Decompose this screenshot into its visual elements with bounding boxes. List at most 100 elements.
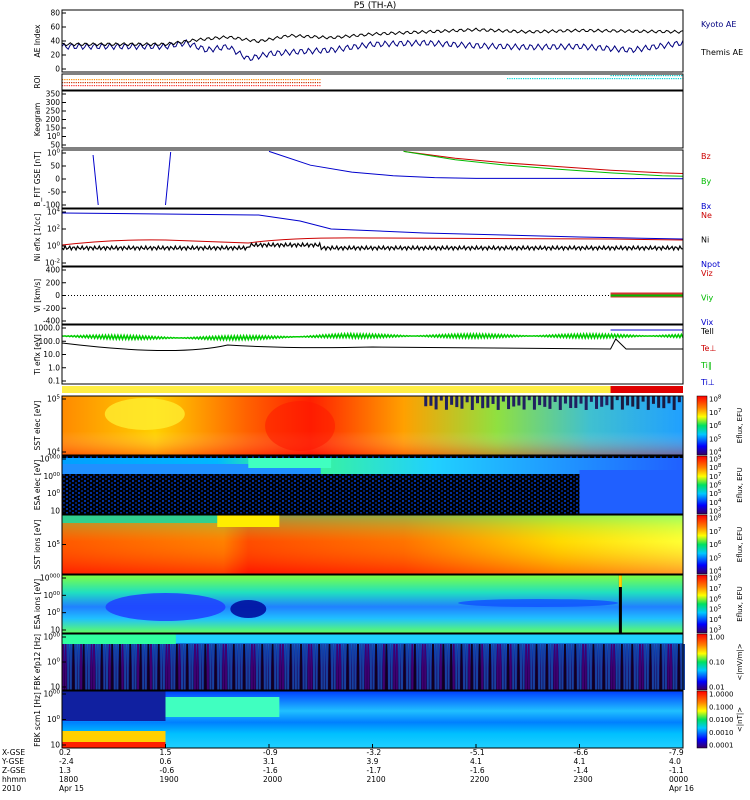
fbk-efp-column xyxy=(424,644,427,690)
esa-elec-hot xyxy=(248,458,332,468)
panel-ylabel: AE Index xyxy=(33,24,42,57)
sst-elec-dropout xyxy=(657,396,661,408)
roi-dot xyxy=(137,79,139,81)
fbk-efp-column xyxy=(310,644,313,690)
roi-dot xyxy=(235,85,237,87)
fbk-efp-column xyxy=(269,644,271,690)
fbk-efp-column xyxy=(659,644,662,690)
fbk-efp-column xyxy=(284,644,287,690)
roi-dot xyxy=(219,82,221,84)
roi-dot xyxy=(184,82,187,84)
y-tick-label: -400 xyxy=(43,317,60,326)
roi-dot xyxy=(105,85,107,87)
roi-dot xyxy=(305,82,307,84)
roi-dot xyxy=(312,82,314,84)
fbk-efp-column xyxy=(87,644,90,690)
roi-dot xyxy=(541,78,543,80)
roi-dot xyxy=(162,82,164,84)
roi-dot xyxy=(525,78,527,80)
roi-dot xyxy=(216,79,219,81)
roi-dot xyxy=(262,85,264,87)
fbk-efp-column xyxy=(131,644,134,690)
fbk-efp-column xyxy=(287,644,290,690)
roi-dot xyxy=(271,82,273,84)
fbk-efp-column xyxy=(680,644,683,690)
colorbar-tick: 109 xyxy=(709,455,722,464)
y-tick-label: 100 xyxy=(47,715,61,724)
colorbar-tick: 106 xyxy=(709,540,722,549)
roi-dot xyxy=(623,78,625,80)
fbk-efp-column xyxy=(576,644,579,690)
roi-dot xyxy=(62,82,64,84)
fbk-efp-column xyxy=(639,644,642,690)
roi-dot xyxy=(205,85,207,87)
roi-dot xyxy=(89,79,91,81)
roi-dot xyxy=(312,79,314,81)
sst-elec-dropout xyxy=(646,396,650,410)
fbk-efp-column xyxy=(90,644,93,690)
roi-dot xyxy=(116,82,118,84)
roi-dot xyxy=(207,82,209,84)
roi-dot xyxy=(301,79,303,81)
fbk-efp-column xyxy=(641,644,644,690)
panel-frame xyxy=(61,9,684,73)
roi-dot xyxy=(552,78,554,80)
time-tick-label: -1.1 xyxy=(669,766,684,775)
fbk-efp-column xyxy=(281,644,284,690)
roi-dot xyxy=(296,85,298,87)
roi-dot xyxy=(237,85,239,87)
roi-dot xyxy=(680,78,682,80)
fbk-efp-column xyxy=(548,644,551,690)
fbk-efp-column xyxy=(201,644,204,690)
roi-dot xyxy=(87,85,89,87)
colorbar-tick: 0.1000 xyxy=(709,703,734,711)
roi-dot xyxy=(577,78,579,80)
fbk-efp-column xyxy=(237,644,240,690)
panel-ylabel: Keogram xyxy=(33,103,42,137)
roi-dot xyxy=(575,78,577,80)
colorbar-tick: 108 xyxy=(709,514,722,523)
roi-dot xyxy=(116,85,118,87)
roi-dot xyxy=(239,85,241,87)
roi-dot xyxy=(77,79,80,81)
roi-dot xyxy=(196,82,198,84)
roi-dot xyxy=(71,82,73,84)
fbk-efp-column xyxy=(411,644,414,690)
panel-ylabel: SST elec [eV] xyxy=(33,400,42,450)
roi-dot xyxy=(146,79,148,81)
fbk-efp-column xyxy=(447,644,450,690)
roi-dot xyxy=(198,82,200,84)
roi-dot xyxy=(619,75,621,77)
fbk-efp-column xyxy=(186,644,189,690)
roi-dot xyxy=(157,85,159,87)
roi-dot xyxy=(203,85,205,87)
colorbar-tick: 105 xyxy=(709,489,722,498)
fbk-scm-mid xyxy=(165,697,280,717)
sst-elec-dropout xyxy=(465,396,469,403)
colorbar-label: <|nT|> xyxy=(736,707,744,732)
fbk-efp-column xyxy=(618,644,621,690)
roi-dot xyxy=(294,79,296,81)
roi-dot xyxy=(584,78,586,80)
roi-dot xyxy=(128,79,130,81)
roi-dot xyxy=(611,78,613,80)
roi-dot xyxy=(225,79,228,81)
colorbar xyxy=(696,633,708,691)
roi-dot xyxy=(141,82,143,84)
roi-dot xyxy=(182,79,184,81)
sst-elec-dropout xyxy=(481,396,485,409)
y-tick-label: 100 xyxy=(47,608,61,617)
fbk-efp-column xyxy=(597,644,600,690)
roi-dot xyxy=(637,75,640,77)
roi-dot xyxy=(646,75,649,77)
esa-elec-late xyxy=(579,470,683,514)
fbk-efp-column xyxy=(491,644,494,690)
roi-dot xyxy=(612,75,615,77)
roi-dot xyxy=(132,85,134,87)
roi-dot xyxy=(198,79,200,81)
time-tick-label: 2200 xyxy=(470,775,489,784)
roi-dot xyxy=(214,82,216,84)
legend-entry: Bx xyxy=(701,202,711,211)
fbk-efp-column xyxy=(553,644,556,690)
y-tick-label: 200 xyxy=(46,278,61,287)
